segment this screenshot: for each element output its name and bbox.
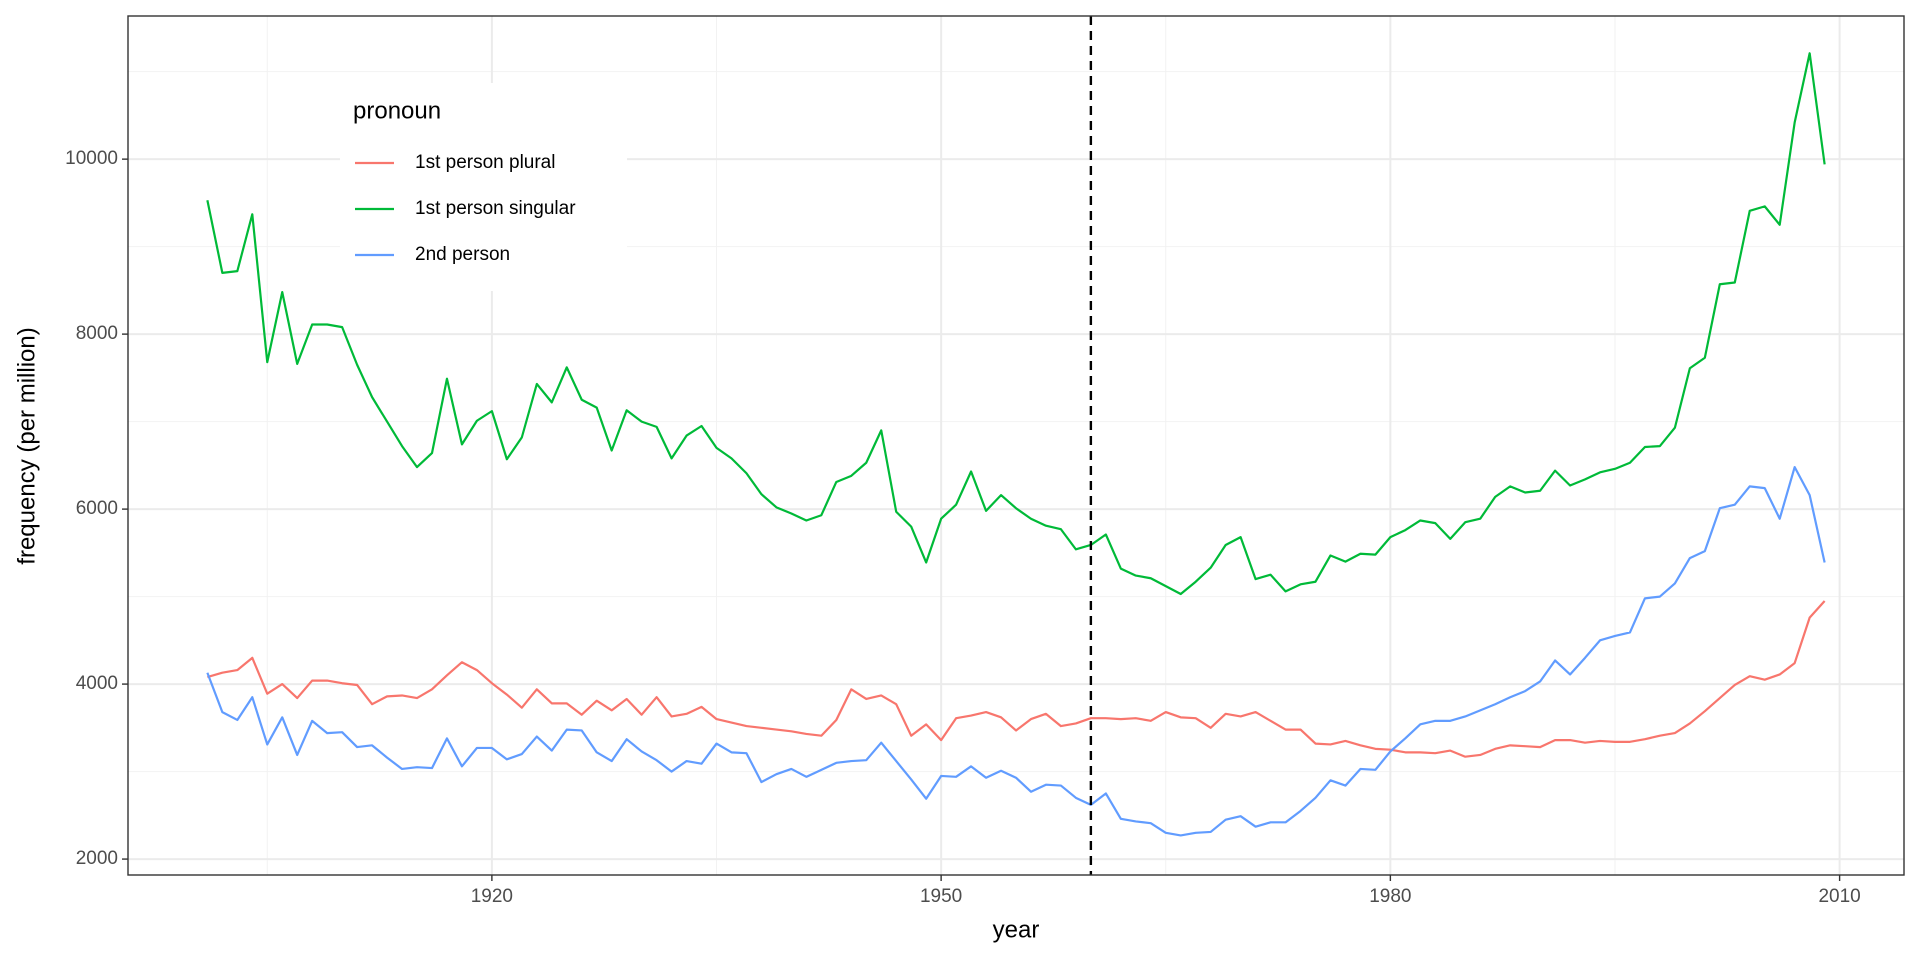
panel-border: [127, 15, 1905, 876]
lines: [206, 16, 1826, 875]
x-tick-label: 2010: [1818, 886, 1860, 907]
series-line: [207, 600, 1826, 758]
grid: [128, 16, 1904, 875]
x-tick-label: 1950: [920, 886, 962, 907]
y-axis-label: frequency (per million): [13, 327, 40, 564]
y-tick-label: 2000: [76, 848, 118, 869]
legend-label: 2nd person: [415, 244, 510, 265]
legend-title: pronoun: [353, 97, 441, 124]
legend-label: 1st person plural: [415, 152, 555, 173]
y-tick-label: 8000: [76, 323, 118, 344]
x-axis-label: year: [993, 916, 1040, 943]
series-line: [206, 52, 1826, 596]
y-tick-label: 4000: [76, 673, 118, 694]
legend-box: [340, 83, 627, 291]
legend: pronoun 1st person plural 1st person sing…: [340, 83, 627, 291]
x-tick-label: 1920: [471, 886, 513, 907]
y-tick-label: 6000: [76, 498, 118, 519]
legend-label: 1st person singular: [415, 198, 576, 219]
series-line: [206, 466, 1826, 837]
x-tick-label: 1980: [1369, 886, 1411, 907]
y-tick-label: 10000: [65, 148, 118, 169]
